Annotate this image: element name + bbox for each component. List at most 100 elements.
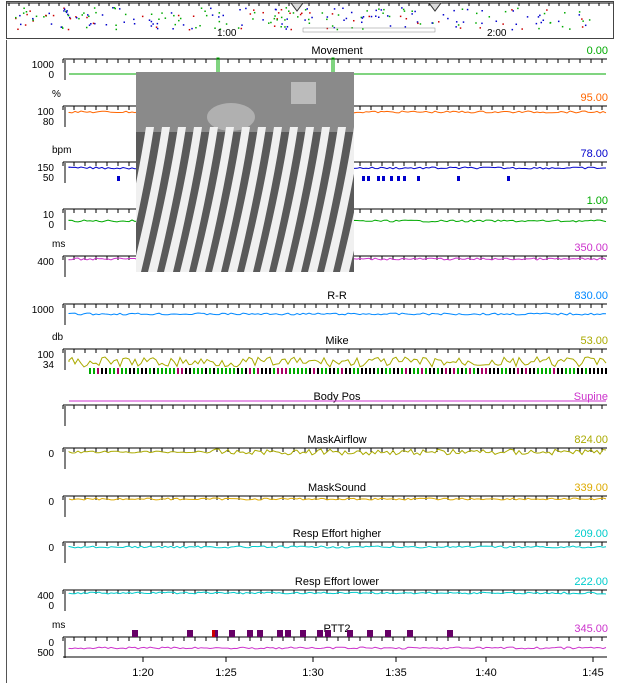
mike-event-mark (137, 368, 139, 374)
overview-event-dot (304, 19, 306, 21)
mike-event-mark (257, 368, 259, 374)
overview-event-dot (218, 16, 220, 18)
overview-event-dot (569, 28, 571, 30)
overview-event-dot (326, 27, 329, 30)
mike-event-mark (357, 368, 359, 374)
mike-event-mark (193, 368, 195, 374)
overview-event-dot (511, 28, 514, 31)
mike-event-mark (593, 368, 595, 374)
mike-event-mark (189, 368, 191, 374)
overview-event-dot (52, 14, 55, 17)
mike-event-mark (109, 368, 111, 374)
overview-event-dot (240, 27, 243, 30)
mike-event-mark (141, 368, 143, 374)
overview-event-dot (67, 13, 69, 16)
mike-event-mark (545, 368, 547, 374)
mike-event-mark (233, 368, 235, 374)
channel-title: Resp Effort lower (295, 576, 380, 588)
mike-event-mark (293, 368, 295, 374)
mike-event-mark (549, 368, 551, 374)
overview-event-dot (200, 7, 203, 9)
overview-event-dot (461, 8, 464, 10)
mike-event-mark (237, 368, 239, 374)
overview-event-dot (304, 9, 307, 11)
overview-event-dot (431, 22, 433, 24)
overview-event-dot (15, 16, 17, 19)
mike-event-mark (329, 368, 331, 374)
overview-event-dot (288, 10, 290, 12)
mike-event-mark (345, 368, 347, 374)
mike-event-mark (133, 368, 135, 374)
mike-event-mark (489, 368, 491, 374)
overview-event-dot (88, 24, 91, 26)
overview-event-dot (366, 10, 368, 12)
overview-event-dot (362, 16, 365, 18)
overview-event-dot (342, 7, 344, 10)
overview-event-dot (488, 16, 491, 18)
overview-marker-icon[interactable] (428, 2, 442, 12)
channel-trace (68, 448, 607, 456)
overview-event-dot (225, 23, 228, 25)
overview-chart[interactable]: 1:00 2:00 (7, 2, 613, 39)
mike-event-mark (369, 368, 371, 374)
channel-value: 345.00 (574, 623, 608, 635)
overview-event-dot (50, 23, 53, 25)
overview-event-dot (150, 20, 153, 23)
overview-window[interactable] (302, 27, 436, 33)
overview-event-dot (462, 21, 465, 23)
overview-event-dot (26, 13, 28, 16)
overview-event-dot (262, 19, 264, 21)
overview-event-dot (32, 17, 34, 20)
overview-event-dot (361, 17, 364, 19)
movement-spike (331, 57, 335, 74)
mike-event-mark (509, 368, 511, 374)
mike-event-mark (265, 368, 267, 374)
patient-video[interactable] (136, 72, 354, 272)
mike-event-mark (381, 368, 383, 374)
time-axis-label: 1:45 (582, 667, 603, 679)
channel-unit: ms (52, 620, 65, 631)
hr-event-mark (397, 176, 400, 181)
overview-event-dot (188, 28, 191, 31)
mike-event-mark (161, 368, 163, 374)
overview-event-dot (504, 10, 507, 13)
overview-event-dot (67, 14, 70, 17)
overview-event-dot (29, 10, 31, 12)
overview-event-dot (326, 16, 329, 18)
hr-event-mark (367, 176, 370, 181)
channel-title: Resp Effort higher (293, 528, 382, 540)
overview-event-dot (321, 12, 324, 14)
overview-event-dot (273, 17, 276, 20)
channel-scale-label: 0 (48, 220, 54, 231)
mike-event-mark (513, 368, 515, 374)
overview-event-dot (218, 12, 221, 14)
overview-event-dot (75, 16, 78, 19)
overview-event-dot (177, 14, 180, 17)
overview-event-dot (124, 13, 127, 16)
channel-value: 53.00 (580, 335, 608, 347)
overview-event-dot (276, 18, 278, 20)
overview-event-dot (388, 15, 391, 18)
overview-marker-icon[interactable] (290, 2, 304, 12)
hr-event-mark (457, 176, 460, 181)
mike-event-mark (261, 368, 263, 374)
mike-event-mark (89, 368, 91, 374)
mike-event-mark (437, 368, 439, 374)
overview-event-dot (210, 7, 212, 10)
overview-event-dot (457, 24, 460, 26)
overview-event-dot (543, 12, 546, 15)
overview-event-dot (67, 28, 70, 31)
mike-event-mark (337, 368, 339, 374)
overview-event-dot (150, 13, 153, 16)
video-blanket-stripe (260, 127, 298, 272)
overview-event-dot (542, 19, 545, 22)
channel-scale-label: 34 (43, 360, 55, 371)
overview-event-dot (156, 27, 159, 30)
mike-event-mark (349, 368, 351, 374)
overview-strip[interactable]: 1:00 2:00 (6, 1, 614, 39)
overview-event-dot (280, 26, 282, 28)
overview-event-dot (280, 8, 283, 11)
hr-event-mark (390, 176, 393, 181)
channel-scale-label: 0 (48, 601, 54, 612)
channel-value: 339.00 (574, 482, 608, 494)
